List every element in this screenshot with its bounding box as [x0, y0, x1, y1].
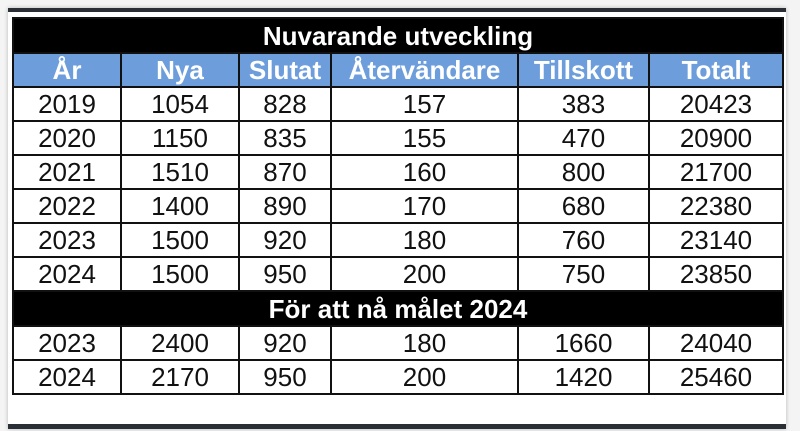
- table-cell[interactable]: 2022: [12, 188, 122, 224]
- table-cell[interactable]: 835: [238, 120, 332, 156]
- table-cell[interactable]: 170: [330, 188, 519, 224]
- table-row: 2024 2170 950 200 1420 25460: [12, 359, 784, 395]
- table-cell[interactable]: 2020: [12, 120, 122, 156]
- table-row: 2021 1510 870 160 800 21700: [12, 154, 784, 190]
- header-row: År Nya Slutat Återvändare Tillskott Totalt: [12, 52, 784, 88]
- table-cell[interactable]: 1500: [120, 256, 240, 292]
- table-cell[interactable]: 383: [517, 86, 650, 122]
- column-header[interactable]: År: [12, 52, 122, 88]
- table-cell[interactable]: 2170: [120, 359, 240, 395]
- table-cell[interactable]: 1420: [517, 359, 650, 395]
- column-header[interactable]: Totalt: [648, 52, 784, 88]
- table-cell[interactable]: 180: [330, 325, 519, 361]
- table-cell[interactable]: 2024: [12, 359, 122, 395]
- table-cell[interactable]: 2021: [12, 154, 122, 190]
- table-cell[interactable]: 20423: [648, 86, 784, 122]
- table-cell[interactable]: 155: [330, 120, 519, 156]
- table-cell[interactable]: 2023: [12, 222, 122, 258]
- table-row: 2024 1500 950 200 750 23850: [12, 256, 784, 292]
- table-cell[interactable]: 23850: [648, 256, 784, 292]
- table-cell[interactable]: 20900: [648, 120, 784, 156]
- table-cell[interactable]: 200: [330, 256, 519, 292]
- section-title-current-cell[interactable]: Nuvarande utveckling: [12, 17, 784, 54]
- table-cell[interactable]: 200: [330, 359, 519, 395]
- table-cell[interactable]: 2024: [12, 256, 122, 292]
- section-title-current: Nuvarande utveckling: [12, 17, 784, 54]
- table-cell[interactable]: 157: [330, 86, 519, 122]
- table-cell[interactable]: 1150: [120, 120, 240, 156]
- table-cell[interactable]: 470: [517, 120, 650, 156]
- table-cell[interactable]: 680: [517, 188, 650, 224]
- table-cell[interactable]: 950: [238, 256, 332, 292]
- table-cell[interactable]: 920: [238, 325, 332, 361]
- table-cell[interactable]: 1510: [120, 154, 240, 190]
- table-cell[interactable]: 1500: [120, 222, 240, 258]
- table-cell[interactable]: 828: [238, 86, 332, 122]
- table-cell[interactable]: 2019: [12, 86, 122, 122]
- table-row: 2019 1054 828 157 383 20423: [12, 86, 784, 122]
- table-cell[interactable]: 1660: [517, 325, 650, 361]
- table-cell[interactable]: 160: [330, 154, 519, 190]
- column-header[interactable]: Tillskott: [517, 52, 650, 88]
- table-cell[interactable]: 800: [517, 154, 650, 190]
- data-table: Nuvarande utveckling År Nya Slutat Återvända…: [12, 17, 784, 395]
- table-cell[interactable]: 920: [238, 222, 332, 258]
- table-cell[interactable]: 760: [517, 222, 650, 258]
- table-row: 2023 2400 920 180 1660 24040: [12, 325, 784, 361]
- table-cell[interactable]: 890: [238, 188, 332, 224]
- table-cell[interactable]: 750: [517, 256, 650, 292]
- table-row: 2023 1500 920 180 760 23140: [12, 222, 784, 258]
- table-cell[interactable]: 1054: [120, 86, 240, 122]
- column-header[interactable]: Slutat: [238, 52, 332, 88]
- section-title-goal-cell[interactable]: För att nå målet 2024: [12, 290, 784, 327]
- table-cell[interactable]: 180: [330, 222, 519, 258]
- column-header[interactable]: Återvändare: [330, 52, 519, 88]
- table-cell[interactable]: 23140: [648, 222, 784, 258]
- table-cell[interactable]: 21700: [648, 154, 784, 190]
- table-cell[interactable]: 2023: [12, 325, 122, 361]
- section-title-goal: För att nå målet 2024: [12, 290, 784, 327]
- table-cell[interactable]: 2400: [120, 325, 240, 361]
- table-cell[interactable]: 25460: [648, 359, 784, 395]
- table-cell[interactable]: 22380: [648, 188, 784, 224]
- table-row: 2020 1150 835 155 470 20900: [12, 120, 784, 156]
- table-cell[interactable]: 870: [238, 154, 332, 190]
- column-header[interactable]: Nya: [120, 52, 240, 88]
- table-row: 2022 1400 890 170 680 22380: [12, 188, 784, 224]
- table-cell[interactable]: 24040: [648, 325, 784, 361]
- table-cell[interactable]: 950: [238, 359, 332, 395]
- table-cell[interactable]: 1400: [120, 188, 240, 224]
